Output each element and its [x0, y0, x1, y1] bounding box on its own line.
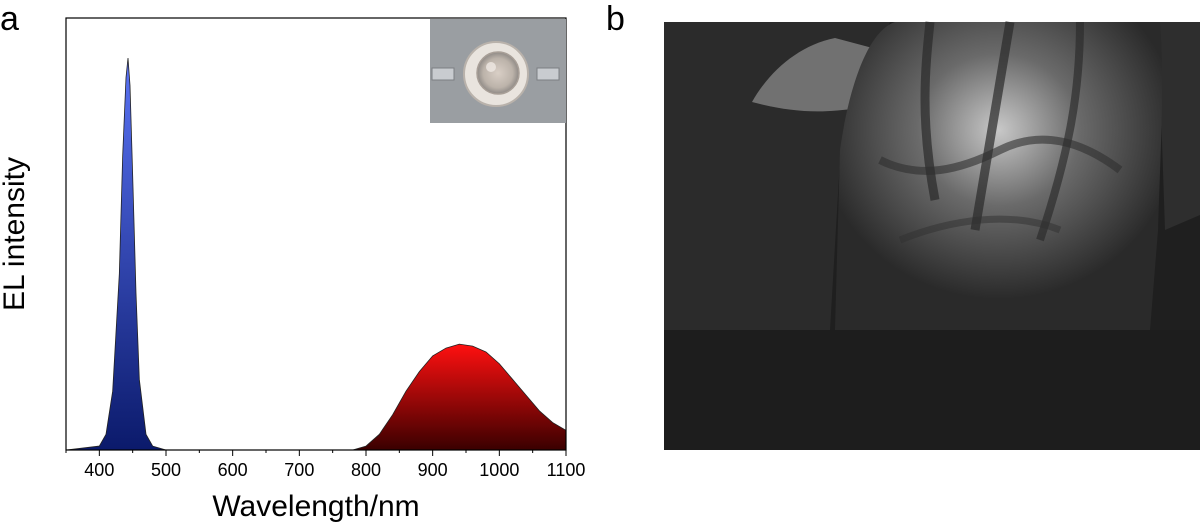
x-tick-label: 800 [351, 460, 381, 480]
x-tick-label: 400 [84, 460, 114, 480]
series-1-area [65, 57, 167, 451]
x-tick-label: 1100 [547, 460, 586, 480]
y-axis-label: EL intensity [0, 157, 31, 311]
x-tick-label: 500 [151, 460, 181, 480]
x-tick-label: 1000 [479, 460, 519, 480]
x-axis-label: Wavelength/nm [212, 490, 419, 523]
el-spectrum-chart: 400 500 600 700 800 900 1000 1100 Wavelength/nm… [0, 17, 586, 523]
panel-b-letter: b [606, 0, 625, 38]
led-package-photo-icon [430, 19, 566, 123]
x-tick-label: 900 [418, 460, 448, 480]
plot-frame [65, 17, 567, 451]
x-tick-label: 600 [218, 460, 248, 480]
series-2-area [352, 343, 567, 451]
hand-vein-infrared-photo-icon [664, 21, 1200, 450]
panel-a-letter: a [0, 0, 19, 38]
x-axis-ticks: 400 500 600 700 800 900 1000 1100 [65, 450, 586, 480]
x-tick-label: 700 [284, 460, 314, 480]
